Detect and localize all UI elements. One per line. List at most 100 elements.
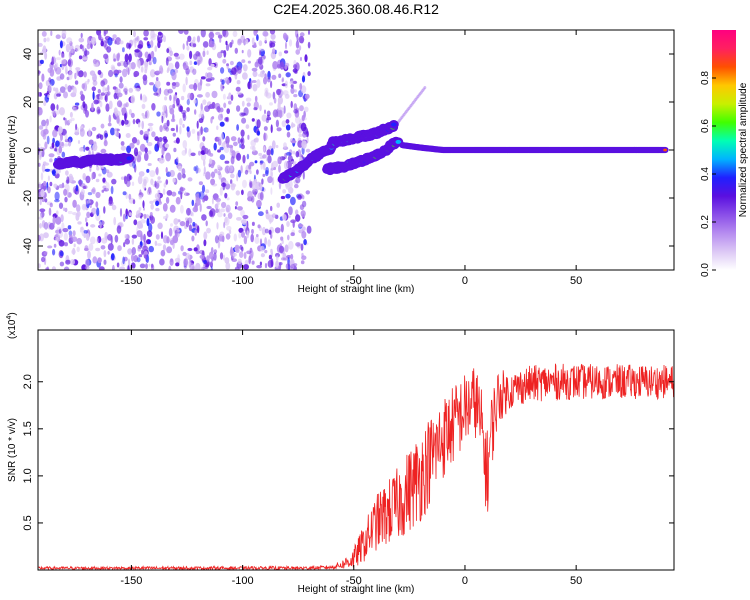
noise-blob <box>91 207 97 215</box>
noise-blob <box>280 223 284 233</box>
noise-blob <box>180 110 187 115</box>
noise-blob <box>225 233 231 240</box>
noise-blob <box>122 68 128 78</box>
noise-blob <box>250 233 254 243</box>
noise-blob <box>77 140 81 144</box>
noise-blob <box>202 172 206 177</box>
noise-blob <box>254 95 258 102</box>
noise-blob <box>41 31 47 37</box>
noise-blob <box>53 183 58 188</box>
snr-plot-area <box>38 330 674 570</box>
noise-blob <box>291 160 297 164</box>
noise-blob <box>56 109 60 115</box>
noise-blob <box>103 30 108 35</box>
noise-blob <box>249 182 253 188</box>
noise-blob <box>239 112 246 117</box>
noise-blob <box>240 129 245 137</box>
noise-blob <box>199 108 205 118</box>
noise-blob <box>261 114 268 122</box>
noise-blob <box>300 85 307 94</box>
noise-blob <box>137 122 141 128</box>
noise-blob <box>125 102 129 108</box>
noise-blob <box>87 250 91 260</box>
noise-blob <box>219 252 224 260</box>
noise-blob <box>52 129 58 138</box>
noise-blob <box>193 53 198 60</box>
noise-blob <box>157 41 161 49</box>
noise-blob <box>293 80 297 84</box>
noise-blob <box>124 91 128 95</box>
noise-blob <box>258 152 263 157</box>
noise-blob <box>279 156 283 162</box>
noise-blob <box>243 264 249 270</box>
noise-blob <box>230 173 235 179</box>
noise-blob <box>164 96 168 101</box>
noise-blob <box>275 255 279 262</box>
noise-blob <box>80 94 85 102</box>
noise-blob <box>198 181 203 186</box>
snr-y-multiplier-close: ) <box>7 312 18 315</box>
noise-blob <box>286 112 292 119</box>
noise-blob <box>105 103 110 112</box>
noise-blob <box>83 185 88 190</box>
noise-blob <box>280 236 284 241</box>
noise-blob <box>133 219 138 226</box>
noise-blob <box>182 112 186 118</box>
noise-blob <box>263 132 266 142</box>
noise-blob <box>82 57 88 61</box>
noise-blob <box>286 254 292 259</box>
noise-blob <box>198 129 202 137</box>
noise-blob <box>285 119 290 124</box>
noise-blob <box>264 109 266 115</box>
noise-blob <box>285 124 291 131</box>
noise-blob <box>87 192 93 196</box>
noise-blob <box>187 217 193 224</box>
noise-blob <box>165 196 170 204</box>
noise-blob <box>285 193 291 199</box>
noise-blob <box>185 68 190 75</box>
noise-blob <box>220 132 224 141</box>
noise-blob <box>301 140 307 149</box>
noise-blob <box>201 214 207 221</box>
noise-blob <box>226 225 232 231</box>
noise-blob <box>90 224 96 228</box>
noise-blob <box>91 126 97 132</box>
noise-blob <box>107 37 113 46</box>
noise-blob <box>192 68 197 75</box>
colorbar-tick-label: 0.0 <box>700 263 711 277</box>
noise-blob <box>99 101 103 108</box>
noise-blob <box>307 71 311 77</box>
noise-blob <box>68 59 72 65</box>
noise-blob <box>271 213 277 218</box>
noise-blob <box>59 261 65 267</box>
noise-blob <box>114 127 117 136</box>
noise-blob <box>45 79 51 87</box>
noise-blob <box>265 209 269 214</box>
noise-blob <box>138 171 145 177</box>
noise-blob <box>166 190 173 196</box>
noise-blob <box>205 171 211 180</box>
noise-blob <box>184 191 187 197</box>
noise-blob <box>199 249 205 255</box>
noise-blob <box>190 152 196 157</box>
noise-blob <box>128 193 132 200</box>
noise-blob <box>119 76 123 83</box>
noise-blob <box>275 119 279 128</box>
noise-blob <box>217 240 221 249</box>
noise-blob <box>143 213 147 219</box>
noise-blob <box>130 95 136 104</box>
noise-blob <box>143 207 145 211</box>
noise-blob <box>59 250 64 257</box>
noise-blob <box>187 92 192 100</box>
noise-blob <box>194 109 197 115</box>
noise-blob <box>149 170 156 178</box>
noise-blob <box>55 57 62 61</box>
noise-blob <box>276 202 281 208</box>
noise-blob <box>284 62 290 68</box>
noise-blob <box>121 119 125 126</box>
noise-blob <box>205 72 208 79</box>
noise-blob <box>43 37 47 43</box>
noise-blob <box>156 111 161 117</box>
noise-blob <box>202 136 206 142</box>
noise-blob <box>44 198 48 203</box>
